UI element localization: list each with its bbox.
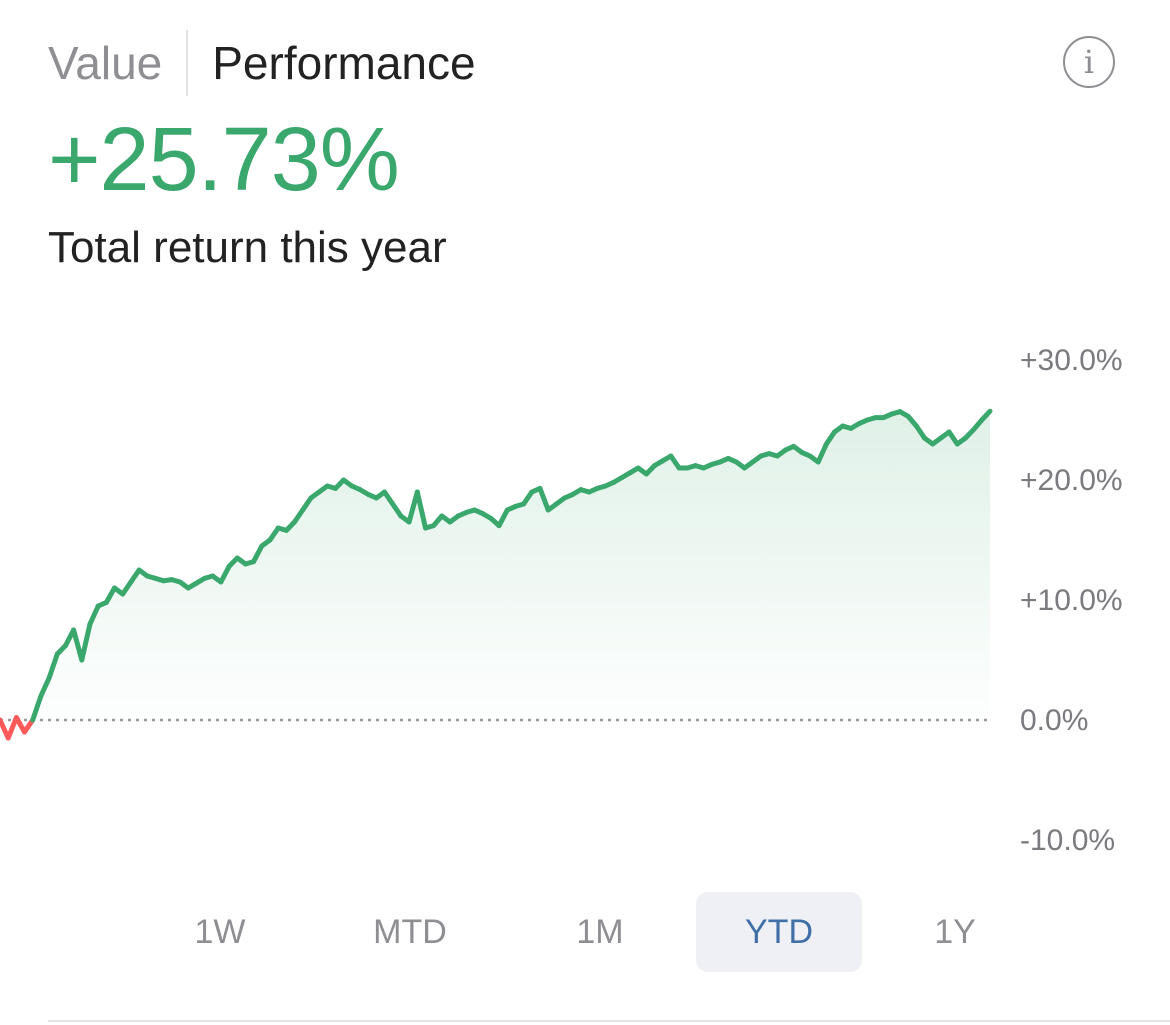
info-icon-glyph: i [1083, 43, 1095, 81]
bottom-divider [48, 1020, 1170, 1022]
performance-line-segment [79, 621, 93, 663]
performance-line-segment [537, 485, 551, 513]
total-return-value: +25.73% [48, 110, 400, 210]
performance-line-segment [251, 543, 265, 565]
y-tick-label: +20.0% [1020, 464, 1123, 497]
info-icon[interactable]: i [1063, 36, 1115, 88]
performance-line-segment [979, 408, 993, 423]
performance-line-segment [87, 603, 101, 627]
y-tick-label: +30.0% [1020, 344, 1123, 377]
performance-line-segment [496, 507, 510, 529]
tab-value[interactable]: Value [48, 37, 163, 89]
range-1w-button[interactable]: 1W [194, 913, 246, 951]
performance-line-segment [815, 441, 829, 465]
performance-line-segment [218, 563, 232, 585]
performance-chart[interactable]: +30.0% +20.0% +10.0% 0.0% -10.0% [0, 320, 1170, 880]
performance-line-segment [30, 693, 44, 723]
performance-line-segment [103, 585, 117, 605]
y-tick-label: -10.0% [1020, 824, 1115, 857]
y-tick-label: +10.0% [1020, 584, 1123, 617]
performance-line-segment [5, 715, 19, 741]
range-1y-button[interactable]: 1Y [934, 913, 976, 951]
tab-divider [186, 30, 189, 96]
time-range-selector: 1W MTD 1M YTD 1Y [140, 892, 1160, 972]
y-tick-label: 0.0% [1020, 704, 1088, 737]
performance-area [0, 411, 990, 738]
range-ytd-button[interactable]: YTD [696, 892, 862, 972]
range-1m-button[interactable]: 1M [576, 913, 624, 951]
performance-line-segment [38, 675, 52, 699]
tab-performance[interactable]: Performance [212, 37, 476, 89]
performance-line-segment [46, 651, 60, 681]
total-return-label: Total return this year [48, 223, 447, 272]
range-mtd-button[interactable]: MTD [373, 913, 447, 951]
performance-line-segment [414, 489, 428, 531]
segment-tabs: Value Performance [48, 30, 476, 96]
